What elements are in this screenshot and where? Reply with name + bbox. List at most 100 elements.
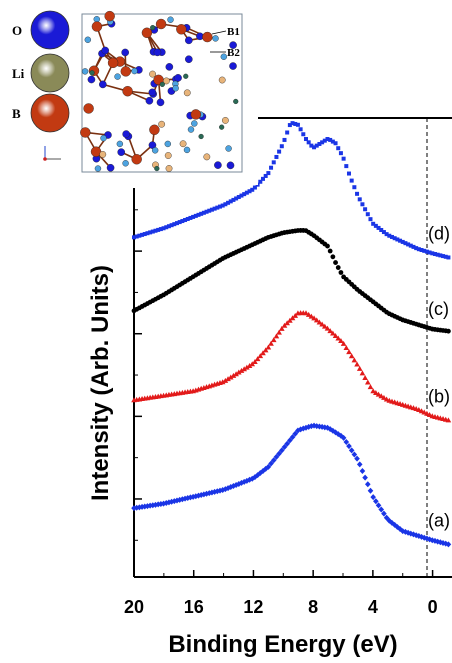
- data-point: [219, 379, 226, 385]
- data-point: [239, 193, 244, 198]
- data-point: [184, 495, 191, 502]
- atom: [87, 75, 96, 84]
- data-point: [305, 311, 312, 317]
- data-point: [351, 357, 358, 363]
- data-point: [183, 218, 188, 223]
- atom: [176, 24, 187, 35]
- data-point: [273, 453, 280, 460]
- data-point: [209, 207, 214, 212]
- data-point: [196, 212, 201, 217]
- atom: [172, 85, 179, 92]
- data-point: [252, 474, 258, 481]
- data-point: [233, 371, 239, 377]
- data-point: [295, 122, 300, 127]
- data-point: [325, 137, 330, 142]
- data-point: [312, 145, 317, 150]
- atom: [106, 163, 115, 172]
- atom: [145, 96, 154, 105]
- data-point: [133, 504, 140, 511]
- series-c: [131, 228, 451, 334]
- data-point: [225, 376, 231, 382]
- data-point: [249, 475, 256, 482]
- data-point: [289, 434, 296, 441]
- atom: [164, 152, 172, 159]
- x-axis-ticks: 20 16 12 8 4 0: [124, 570, 438, 617]
- data-point: [362, 474, 368, 481]
- data-point: [311, 422, 317, 429]
- data-point: [349, 178, 354, 183]
- atom: [229, 41, 237, 49]
- atom: [148, 88, 157, 97]
- data-point: [279, 144, 284, 149]
- data-point: [136, 504, 143, 511]
- data-point: [182, 495, 188, 502]
- data-point: [191, 214, 196, 219]
- data-point: [247, 189, 252, 194]
- data-point: [179, 496, 186, 503]
- atom: [218, 76, 226, 84]
- data-point: [282, 137, 287, 142]
- data-point: [441, 254, 446, 259]
- atom: [83, 103, 94, 114]
- atom: [155, 18, 167, 30]
- data-point: [212, 206, 217, 211]
- data-point: [346, 443, 352, 450]
- data-point: [231, 197, 236, 202]
- atom: [84, 36, 92, 43]
- data-point: [348, 353, 355, 359]
- data-point: [228, 199, 233, 204]
- data-point: [426, 536, 433, 543]
- data-point: [241, 366, 247, 372]
- atom: [131, 67, 138, 75]
- data-point: [271, 160, 276, 165]
- data-point: [362, 374, 368, 380]
- data-point: [427, 250, 432, 255]
- data-point: [430, 251, 435, 256]
- atom: [117, 148, 126, 156]
- data-point: [276, 450, 282, 457]
- x-tick-label: 0: [428, 597, 438, 617]
- atom: [122, 86, 133, 97]
- data-point: [297, 426, 304, 433]
- data-point: [238, 367, 245, 373]
- data-point: [293, 121, 298, 126]
- x-tick-label: 20: [124, 597, 144, 617]
- data-point: [244, 364, 250, 370]
- data-point: [414, 246, 419, 251]
- atom: [179, 140, 187, 148]
- curve-label: (c): [428, 299, 449, 319]
- data-point: [424, 249, 429, 254]
- data-point: [381, 394, 387, 400]
- series-d: [132, 121, 451, 260]
- y-axis-ticks: [134, 167, 142, 541]
- data-point: [422, 248, 427, 253]
- data-point: [199, 211, 204, 216]
- data-point: [153, 228, 158, 233]
- data-point: [346, 349, 352, 355]
- data-point: [378, 393, 385, 399]
- data-point: [322, 138, 327, 143]
- data-point: [357, 197, 362, 202]
- atom: [131, 154, 142, 165]
- data-point: [266, 171, 271, 176]
- atom: [164, 140, 171, 148]
- curve-label: (d): [428, 223, 450, 243]
- unit-cell-box: [81, 13, 243, 173]
- data-point: [365, 212, 370, 217]
- data-point: [306, 140, 311, 145]
- data-point: [137, 233, 142, 238]
- data-point: [370, 388, 376, 394]
- crystal-structure-image: [80, 10, 239, 172]
- legend-label: O: [12, 23, 22, 38]
- data-point: [375, 502, 382, 509]
- data-point: [330, 254, 336, 260]
- data-point: [244, 190, 249, 195]
- data-point: [391, 521, 398, 528]
- b1-pointer: [211, 30, 227, 35]
- data-point: [367, 384, 374, 390]
- data-point: [236, 369, 242, 375]
- x-tick-label: 8: [308, 597, 318, 617]
- data-point: [262, 465, 269, 472]
- atom: [99, 80, 107, 89]
